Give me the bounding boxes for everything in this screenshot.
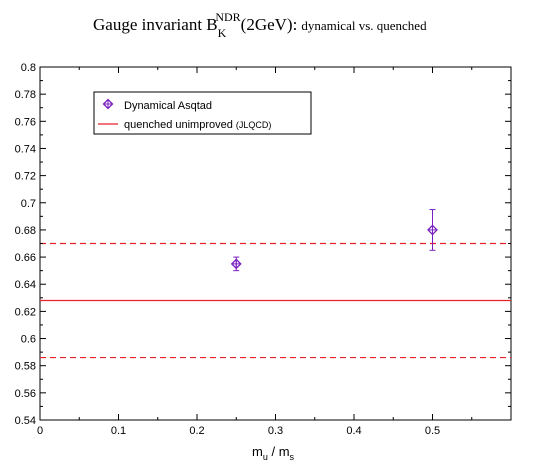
y-tick-label: 0.72 (15, 171, 36, 183)
title-suffix: dynamical vs. quenched (301, 18, 427, 33)
legend-label-quenched: quenched unimproved (JLQCD) (124, 119, 271, 131)
xlabel-slash: / (268, 444, 279, 459)
y-tick-label: 0.6 (21, 334, 36, 346)
legend-diamond (102, 98, 114, 110)
legend-box (93, 91, 312, 135)
x-tick-label: 0.1 (111, 425, 126, 437)
title-main: Gauge invariant B (93, 15, 218, 34)
y-tick-label: 0.68 (15, 225, 36, 237)
x-axis-label: mu / ms (252, 444, 295, 462)
x-tick-label: 0 (37, 425, 43, 437)
reference-lines (40, 242, 511, 359)
legend: Dynamical Asqtad quenched unimproved (JLQ… (93, 91, 312, 135)
xlabel-s2: s (290, 452, 295, 462)
y-tick-label: 0.8 (21, 62, 36, 74)
y-tick-label: 0.7 (21, 198, 36, 210)
legend-label-dynamical: Dynamical Asqtad (124, 100, 212, 112)
y-tick-label: 0.76 (15, 116, 36, 128)
y-tick-label: 0.56 (15, 388, 36, 400)
y-tick-label: 0.78 (15, 89, 36, 101)
legend-marker-dynamical (102, 98, 114, 110)
x-tick-label: 0.2 (189, 425, 204, 437)
point-marker (230, 258, 242, 270)
xlabel-s1: u (263, 452, 268, 462)
title-sup: NDR (215, 10, 240, 24)
axes: 0 0.1 0.2 0.3 0.4 0.5 0.54 0.56 0.58 0.6 0.62 0.64 0… (15, 62, 512, 437)
y-tick-label: 0.66 (15, 252, 36, 264)
title-sub: K (218, 26, 227, 40)
point-marker (427, 224, 438, 236)
data-point (230, 256, 242, 272)
title-paren: (2GeV): (241, 15, 298, 34)
data-point (427, 209, 438, 251)
y-tick-label: 0.54 (15, 415, 36, 427)
x-tick-label: 0.4 (346, 425, 361, 437)
legend-label-quenched-tag: (JLQCD) (236, 120, 272, 130)
y-tick-label: 0.64 (15, 279, 36, 291)
data-points (230, 209, 438, 272)
x-tick-label: 0.5 (425, 425, 440, 437)
y-tick-label: 0.74 (15, 143, 36, 155)
chart-title: Gauge invariant BK NDR(2GeV): dynamical vs… (93, 10, 427, 40)
legend-label-quenched-main: quenched unimproved (124, 119, 233, 131)
x-tick-label: 0.3 (268, 425, 283, 437)
y-tick-label: 0.58 (15, 361, 36, 373)
xlabel-m2: m (279, 444, 290, 459)
xlabel-m1: m (252, 444, 263, 459)
y-tick-label: 0.62 (15, 306, 36, 318)
